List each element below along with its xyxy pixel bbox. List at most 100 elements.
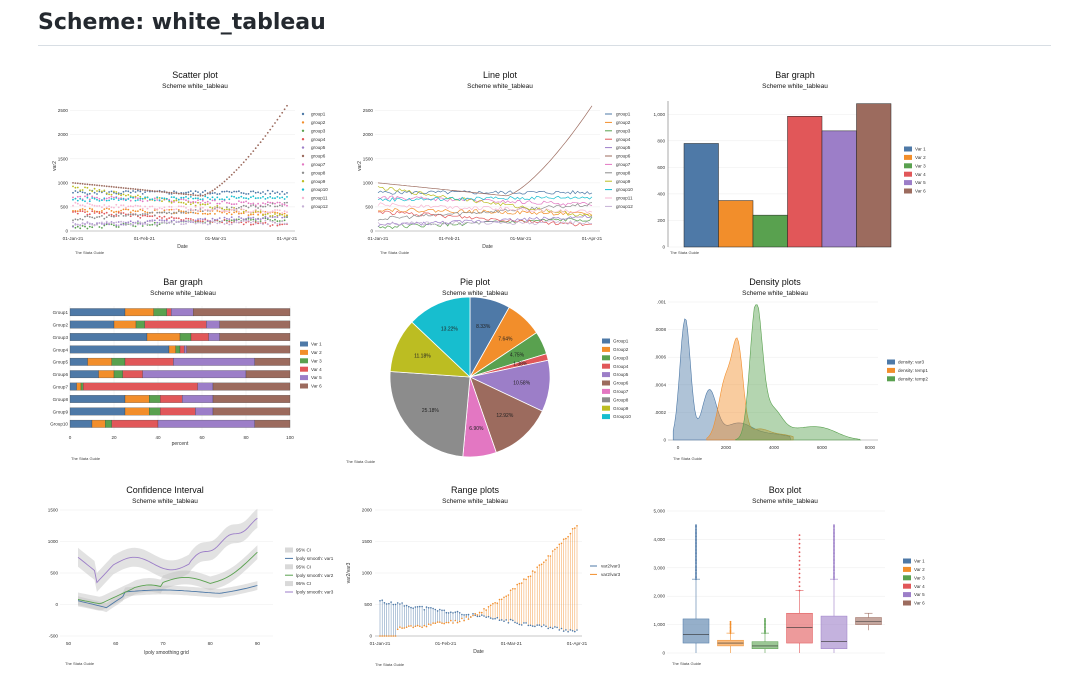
scatter-point — [278, 204, 281, 207]
legend-swatch — [602, 355, 610, 361]
scatter-point — [180, 198, 183, 201]
legend-label: Var 2 — [915, 155, 926, 160]
slice-label: 7.64% — [498, 336, 513, 342]
range-marker — [558, 629, 561, 631]
outlier — [833, 578, 835, 581]
scatter-point — [264, 193, 267, 195]
scatter-point — [177, 210, 180, 213]
y-tick-label: 1500 — [362, 539, 373, 544]
series-line — [377, 220, 593, 227]
outlier — [729, 622, 732, 625]
legend-swatch — [301, 205, 305, 208]
outlier — [695, 532, 697, 535]
legend-label: group1 — [311, 112, 326, 117]
bar-segment — [219, 320, 291, 329]
scatter-point — [254, 197, 257, 200]
range-marker — [562, 630, 565, 632]
scatter-point — [98, 198, 101, 200]
scatter-point — [125, 213, 127, 216]
box-plot-chart: Box plot Scheme white_tableau 0 1,000 2,000 3… — [654, 485, 926, 666]
scatter-point — [240, 201, 243, 204]
scatter-point — [274, 197, 276, 200]
x-axis-title: percent — [172, 441, 189, 447]
scatter-point — [259, 141, 262, 144]
bar — [683, 143, 719, 248]
bar — [787, 116, 823, 248]
y-tick-label: 2500 — [363, 108, 374, 113]
scatter-point — [149, 211, 151, 214]
scatter-point — [204, 193, 207, 196]
scatter-point — [187, 197, 190, 200]
y-tick-label: 2000 — [363, 132, 374, 137]
legend-label: Var 3 — [914, 575, 925, 580]
box — [751, 641, 779, 649]
range-marker — [531, 570, 534, 572]
range-marker — [574, 527, 576, 529]
bar-segment — [80, 382, 84, 391]
scatter-point — [235, 221, 238, 224]
bar-segment — [105, 419, 112, 428]
scatter-point — [271, 190, 274, 193]
scatter-point — [254, 204, 257, 207]
ci-band — [78, 508, 258, 592]
range-marker — [392, 635, 395, 637]
scatter-point — [223, 223, 226, 225]
ci-band — [78, 581, 258, 613]
slice-label: 4.75% — [510, 352, 525, 358]
scatter-point — [88, 203, 91, 206]
outlier — [695, 557, 697, 559]
scatter-point — [153, 214, 156, 217]
scatter-point — [113, 190, 115, 193]
scatter-point — [187, 191, 190, 194]
range-marker — [436, 621, 439, 623]
scatter-point — [144, 214, 146, 217]
scatter-point — [214, 188, 216, 190]
scatter-point — [187, 221, 190, 223]
scatter-point — [223, 219, 226, 221]
scatter-point — [283, 212, 286, 215]
legend-swatch — [301, 121, 305, 124]
scatter-point — [259, 205, 262, 208]
scatter-point — [187, 211, 190, 214]
scatter-point — [233, 221, 236, 224]
outlier — [833, 569, 835, 572]
range-marker — [500, 619, 503, 621]
range-marker — [514, 588, 516, 590]
scatter-point — [113, 196, 115, 199]
outlier — [729, 623, 732, 626]
range-marker — [452, 622, 454, 624]
scatter-point — [132, 190, 134, 192]
scatter-point — [81, 204, 84, 207]
series-line — [377, 186, 593, 217]
line-plot-chart: Line plot Scheme white_tableau 0 500 1000 150… — [357, 70, 633, 255]
scatter-point — [110, 215, 113, 218]
bar-segment — [206, 320, 220, 329]
scatter-point — [182, 220, 185, 223]
scatter-point — [204, 222, 207, 225]
scatter-point — [175, 208, 178, 211]
scatter-point — [125, 224, 127, 227]
scatter-point — [283, 193, 286, 196]
scatter-point — [182, 196, 185, 199]
bar-segment — [69, 357, 88, 366]
scatter-point — [286, 196, 288, 198]
x-tick-label: 01-Mar-21 — [205, 236, 227, 241]
legend-swatch — [300, 383, 308, 389]
legend-label: Var 1 — [914, 559, 925, 564]
scatter-point — [247, 198, 250, 200]
scatter-point — [173, 208, 175, 211]
range-marker — [560, 627, 563, 630]
bar-segment — [69, 395, 126, 403]
scatter-point — [194, 190, 197, 193]
scatter-point — [86, 196, 89, 199]
scatter-point — [269, 211, 272, 214]
scatter-point — [226, 208, 228, 211]
scatter-point — [262, 202, 264, 205]
range-marker — [498, 598, 501, 601]
scatter-point — [132, 196, 134, 199]
scatter-point — [105, 216, 108, 219]
scatter-point — [216, 208, 219, 211]
scatter-point — [158, 207, 161, 209]
y-tick-label: 0 — [65, 229, 68, 234]
scatter-point — [240, 220, 243, 223]
